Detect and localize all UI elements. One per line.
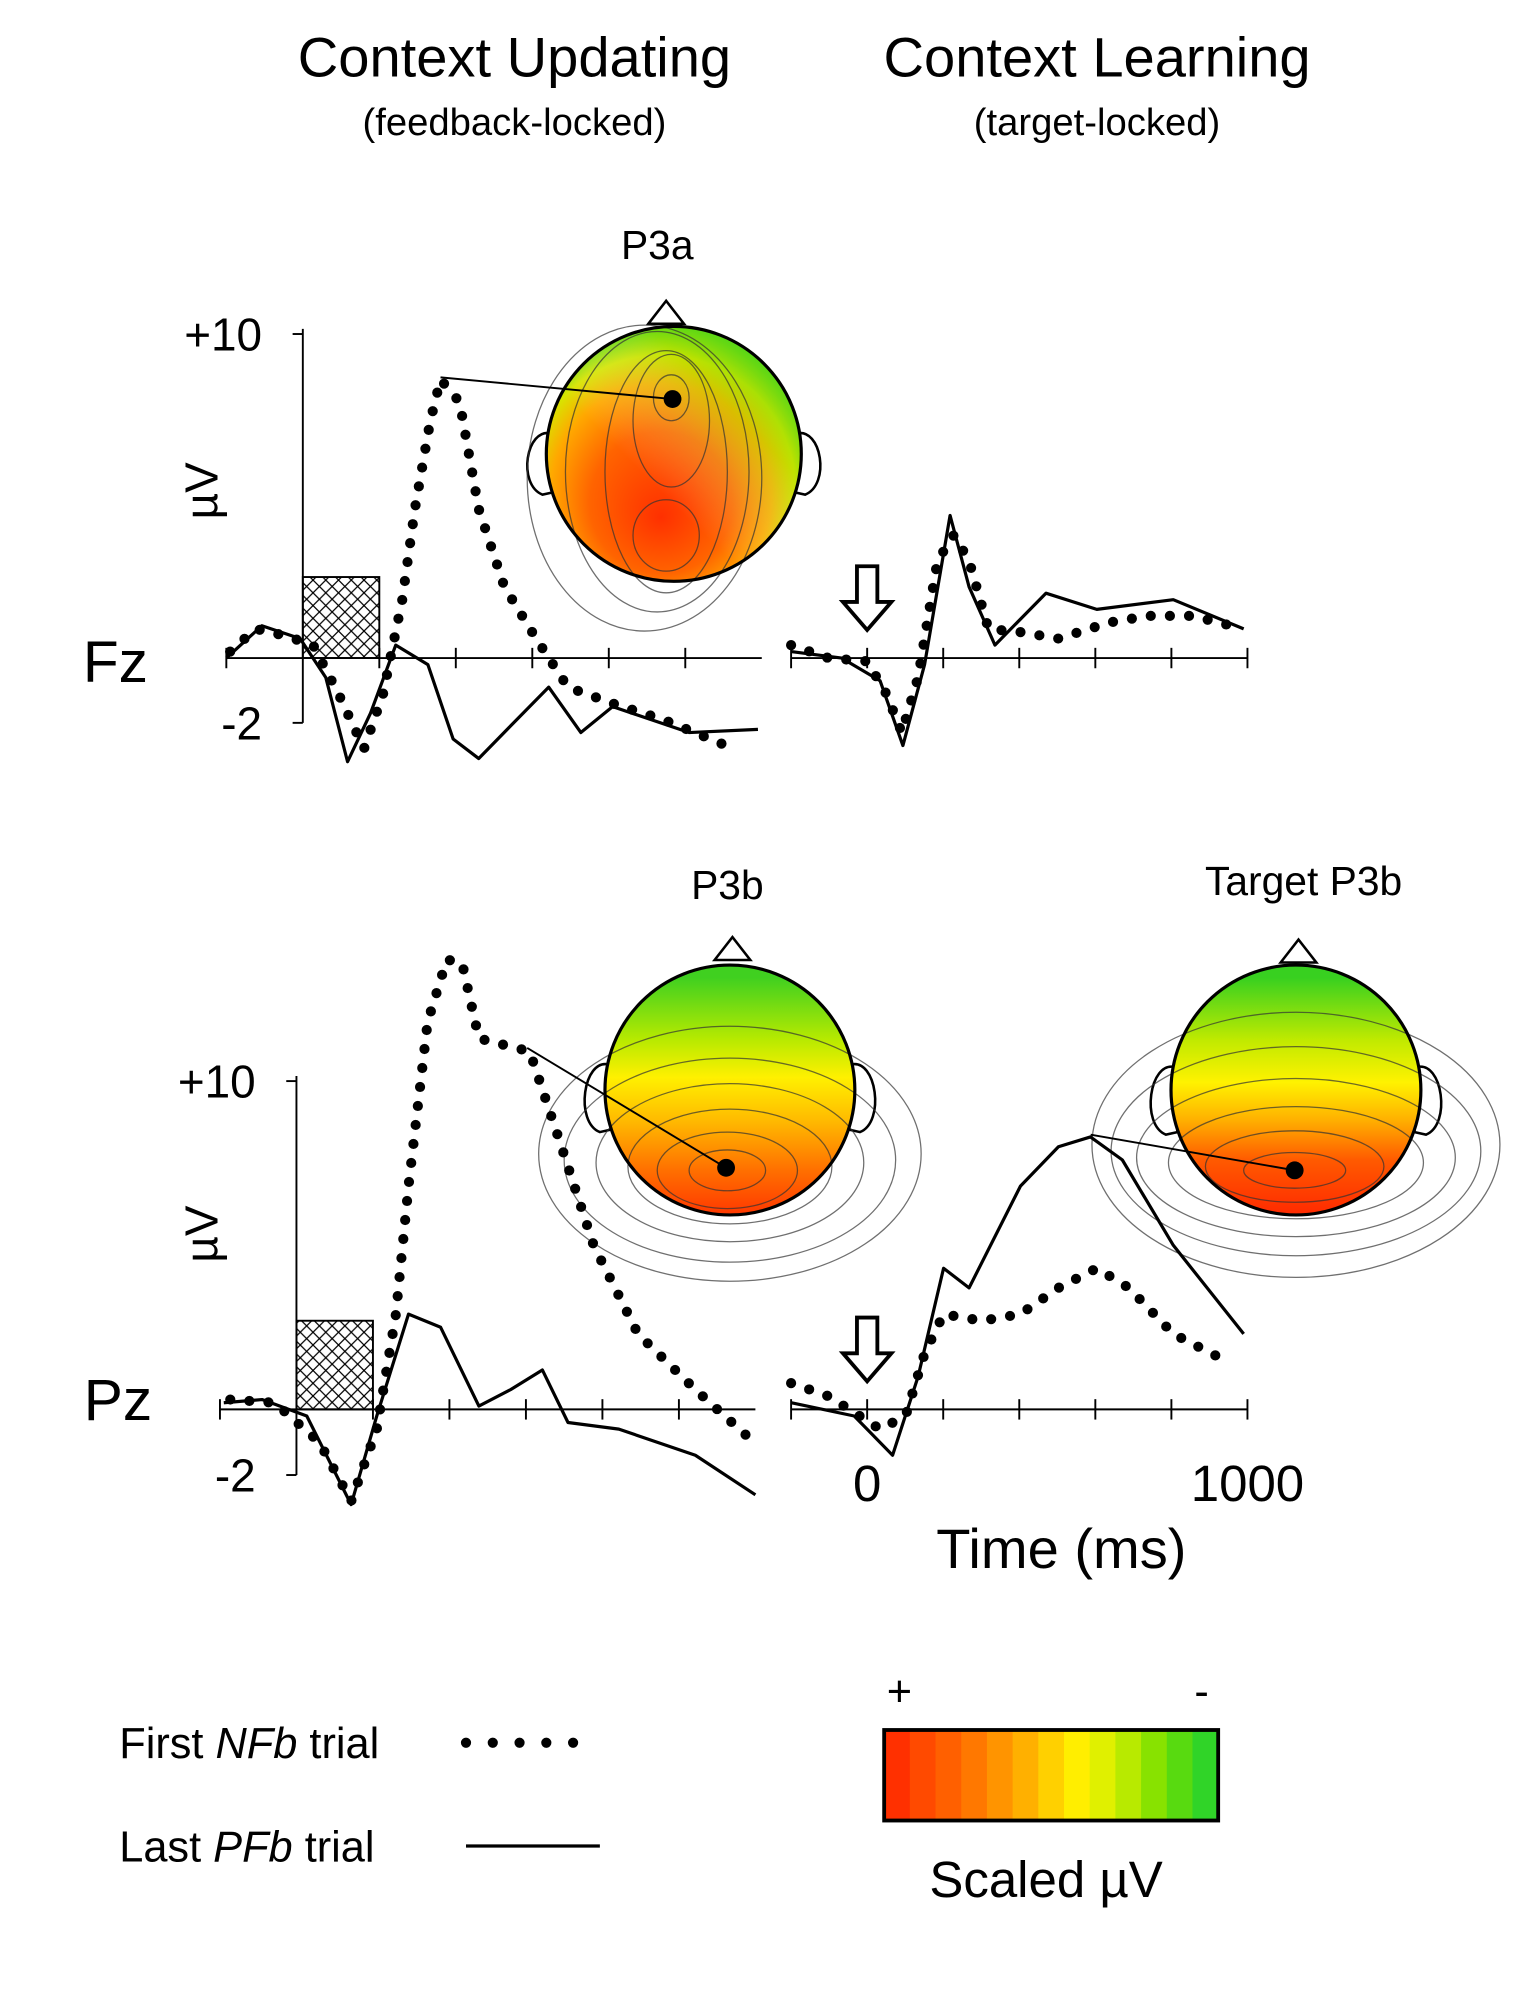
- x-tick-label: 1000: [1191, 1455, 1304, 1512]
- colorbar-frame: [882, 1728, 1221, 1823]
- column-title: Context Learning: [884, 25, 1311, 88]
- legend-word: trial: [309, 1720, 379, 1768]
- colorbar-stripe: [986, 1730, 1014, 1821]
- legend-word: Last: [119, 1823, 213, 1871]
- y-axis-label: µV: [175, 462, 227, 519]
- colorbar-max-label: +: [887, 1668, 912, 1716]
- erp-line: [225, 624, 759, 764]
- onset-arrow: [838, 564, 896, 633]
- y-tick-label: +10: [178, 1056, 256, 1108]
- erp-line: [790, 513, 1245, 748]
- colorbar-stripe: [1141, 1730, 1168, 1821]
- topomap: [1090, 937, 1501, 1279]
- y-tick-label: +10: [184, 309, 262, 361]
- legend-label: Last PFb trial: [119, 1823, 374, 1871]
- topomap-label: Target P3b: [1205, 858, 1402, 904]
- column-subtitle: (target-locked): [974, 101, 1221, 144]
- colorbar-stripe: [1038, 1730, 1065, 1821]
- colorbar-min-label: -: [1194, 1668, 1208, 1716]
- colorbar-stripe: [1089, 1730, 1117, 1821]
- colorbar-stripe: [961, 1730, 988, 1821]
- colorbar-stripe: [909, 1730, 937, 1821]
- onset-arrow: [838, 1315, 896, 1385]
- erp-line: [785, 1263, 1237, 1435]
- colorbar-stripe: [1166, 1730, 1194, 1821]
- colorbar-stripe: [1064, 1730, 1091, 1821]
- y-axis-label: µV: [175, 1205, 227, 1262]
- column-title: Context Updating: [298, 25, 731, 88]
- colorbar-label: Scaled µV: [929, 1851, 1162, 1908]
- erp-line: [225, 374, 739, 754]
- colorbar: [882, 1728, 1221, 1823]
- colorbar-stripe: [1012, 1730, 1039, 1821]
- shaded-window: [295, 1319, 374, 1411]
- colorbar-stripe: [935, 1730, 962, 1821]
- erp-line: [790, 1135, 1245, 1457]
- colorbar-stripe: [1115, 1730, 1142, 1821]
- legend-word: NFb: [216, 1720, 310, 1768]
- legend-label: First NFb trial: [119, 1720, 379, 1768]
- colorbar-stripe: [1192, 1730, 1219, 1821]
- legend-word: First: [119, 1720, 215, 1768]
- colorbar-stripe: [884, 1730, 911, 1821]
- column-subtitle: (feedback-locked): [362, 101, 666, 144]
- erp-line: [223, 1312, 757, 1507]
- topomap-label: P3a: [621, 222, 694, 268]
- x-axis-label: Time (ms): [936, 1517, 1186, 1580]
- topomap: [526, 934, 922, 1282]
- legend-word: PFb: [213, 1823, 305, 1871]
- legend-word: trial: [305, 1823, 375, 1871]
- y-tick-label: -2: [215, 1450, 256, 1502]
- topomap-label: P3b: [691, 862, 764, 908]
- electrode-label: Pz: [84, 1368, 152, 1433]
- electrode-label: Fz: [83, 630, 148, 695]
- topomap: [440, 298, 822, 632]
- y-tick-label: -2: [221, 697, 262, 749]
- x-tick-label: 0: [853, 1455, 881, 1512]
